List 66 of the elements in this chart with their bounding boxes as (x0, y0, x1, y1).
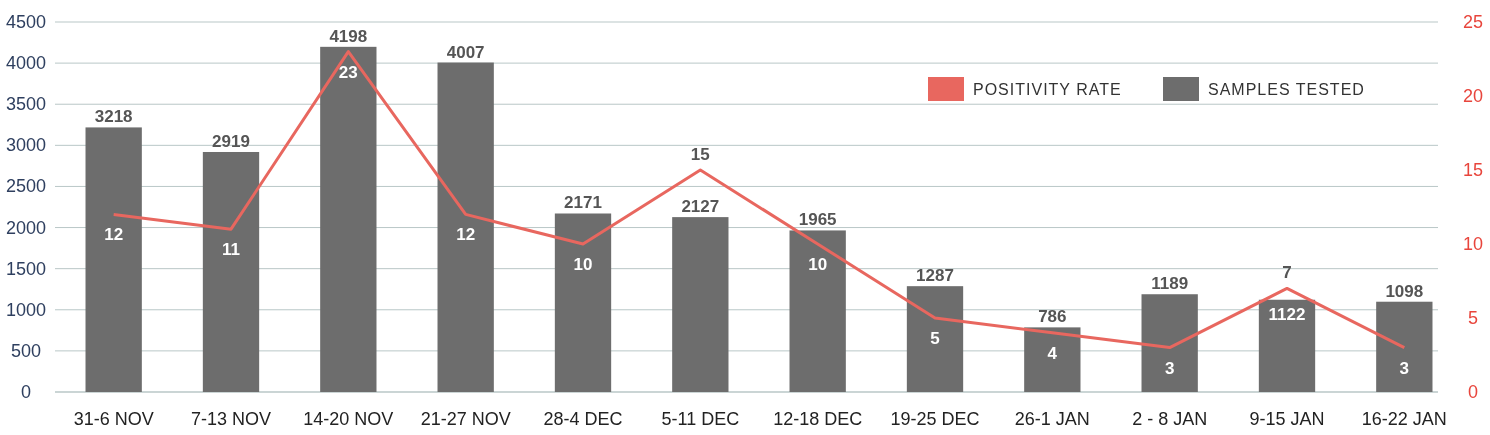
data-label: 786 (1038, 307, 1067, 327)
bar (437, 62, 494, 392)
y-tick-label: 2500 (5, 176, 47, 197)
data-label: 5 (930, 329, 940, 348)
data-label: 3 (1164, 358, 1175, 378)
bar (1024, 327, 1081, 392)
y-tick-label: 3500 (5, 94, 47, 115)
bar (202, 151, 260, 392)
data-label: 7 (1282, 263, 1292, 283)
y-tick-label: 2000 (5, 217, 47, 238)
data-label: 15 (690, 145, 710, 164)
data-label: 4 (1047, 343, 1058, 363)
x-tick-label: 21-27 NOV (420, 409, 511, 429)
x-tick-label: 14-20 NOV (303, 409, 394, 429)
bar (1141, 294, 1198, 392)
x-tick-label: 12-18 DEC (773, 409, 863, 429)
x-tick-label: 5-11 DEC (661, 409, 740, 429)
x-tick-label: 19-25 DEC (890, 409, 980, 429)
data-label: 12 (456, 225, 476, 245)
y2-tick-label: 25 (1462, 12, 1484, 32)
data-label: 1189 (1151, 274, 1189, 294)
data-label: 2171 (564, 193, 602, 213)
x-tick-label: 28-4 DEC (543, 409, 623, 429)
y2-tick-label: 5 (1467, 308, 1479, 328)
y-tick-label: 1500 (5, 258, 47, 279)
data-label: 1287 (916, 266, 954, 286)
data-label: 4007 (446, 42, 485, 62)
data-label: 1098 (1385, 281, 1424, 301)
x-tick-label: 26-1 JAN (1014, 409, 1090, 429)
data-label: 3 (1399, 358, 1410, 378)
y-tick-label: 1000 (5, 299, 47, 320)
y-tick-label: 500 (10, 340, 42, 361)
bar (789, 230, 846, 392)
y-tick-label: 4500 (5, 12, 47, 32)
x-tick-label: 9-15 JAN (1249, 409, 1325, 429)
data-label: 3218 (94, 107, 133, 127)
legend-label: POSITIVITY RATE (973, 81, 1122, 98)
data-label: 11 (222, 240, 240, 260)
y-tick-label: 4000 (5, 53, 47, 74)
data-label: 1965 (798, 210, 837, 230)
y-tick-label: 0 (20, 382, 32, 402)
bar (1376, 301, 1433, 392)
bar (906, 286, 964, 392)
bar (85, 127, 142, 392)
data-label: 1122 (1268, 304, 1306, 324)
y2-tick-label: 15 (1462, 160, 1484, 180)
bar (1258, 299, 1316, 392)
x-tick-label: 16-22 JAN (1361, 409, 1447, 429)
x-tick-label: 2 - 8 JAN (1132, 409, 1208, 429)
data-label: 2919 (212, 131, 250, 151)
y-tick-label: 3000 (5, 135, 47, 156)
data-label: 12 (104, 225, 124, 245)
data-label: 10 (808, 255, 828, 274)
data-label: 23 (338, 62, 358, 82)
x-tick-label: 7-13 NOV (190, 409, 272, 429)
bar (672, 217, 729, 392)
bar (320, 46, 377, 392)
y2-tick-label: 20 (1462, 86, 1484, 106)
bar (554, 213, 612, 392)
y2-tick-label: 10 (1462, 234, 1484, 254)
y2-tick-label: 0 (1467, 382, 1479, 402)
data-label: 4198 (329, 26, 368, 46)
data-label: 10 (573, 255, 593, 274)
x-tick-label: 31-6 NOV (73, 409, 154, 429)
legend-label: SAMPLES TESTED (1208, 81, 1365, 98)
data-label: 2127 (681, 197, 720, 217)
